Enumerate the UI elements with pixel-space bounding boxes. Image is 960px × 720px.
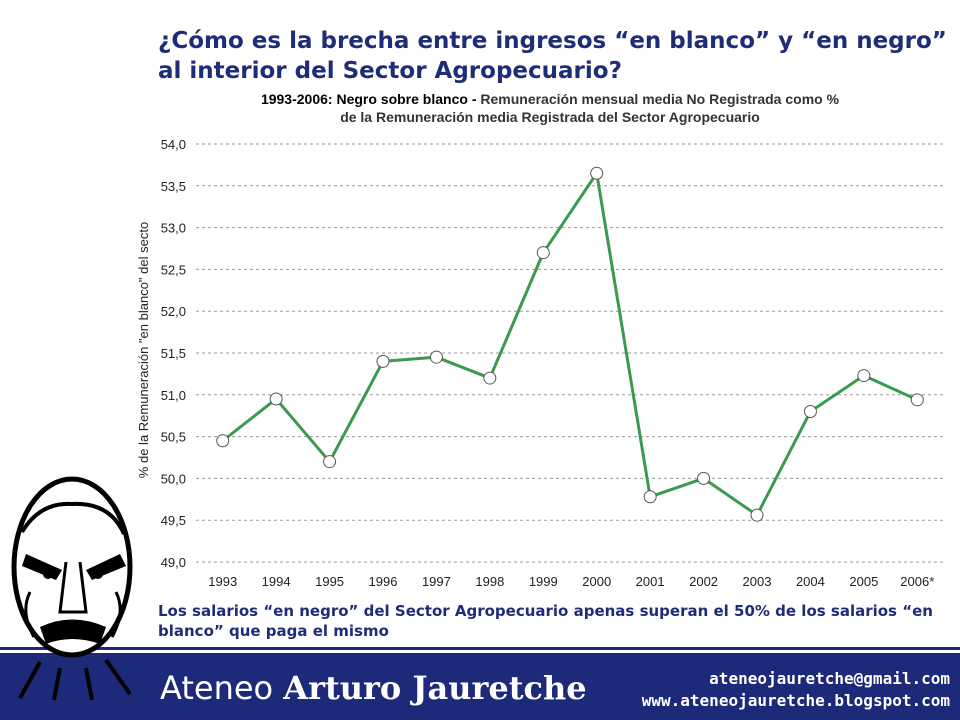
y-tick-labels: 49,0 49,5 50,0 50,5 51,0 51,5 52,0 52,5 53,0 53,5… [161, 137, 186, 570]
y-tick-label: 51,5 [161, 346, 186, 361]
y-tick-label: 53,0 [161, 221, 186, 236]
series-line [221, 171, 918, 517]
x-tick-labels: 1993 1994 1995 1996 1997 1998 1999 2000 2001 2002… [208, 574, 934, 589]
data-point [910, 393, 924, 407]
data-point [216, 434, 230, 448]
y-tick-label: 50,0 [161, 471, 186, 486]
contact-email[interactable]: ateneojauretche@gmail.com [709, 669, 950, 688]
x-tick-label: 1996 [369, 574, 398, 589]
y-tick-label: 49,5 [161, 513, 186, 528]
y-tick-label: 49,0 [161, 555, 186, 570]
y-tick-label: 51,0 [161, 388, 186, 403]
x-tick-label: 2000 [582, 574, 611, 589]
x-tick-label: 1995 [315, 574, 344, 589]
data-point [376, 354, 390, 368]
footer-bar [0, 653, 960, 720]
slide-title: ¿Cómo es la brecha entre ingresos “en bl… [158, 28, 947, 84]
data-point [323, 455, 337, 469]
x-tick-label: 2005 [849, 574, 878, 589]
data-point [269, 392, 283, 406]
data-point [803, 405, 817, 419]
brand-logo-text: Ateneo Arturo Jauretche [160, 668, 587, 708]
x-tick-label: 1997 [422, 574, 451, 589]
y-tick-label: 52,5 [161, 262, 186, 277]
y-tick-label: 50,5 [161, 430, 186, 445]
chart-title-bold: 1993-2006: Negro sobre blanco - [260, 91, 481, 107]
brand-name: Arturo Jauretche [283, 669, 587, 707]
x-tick-label: 1998 [475, 574, 504, 589]
data-point [697, 471, 711, 485]
x-tick-label: 2006* [900, 574, 934, 589]
brand-word-ateneo: Ateneo [160, 669, 284, 707]
data-point [590, 166, 604, 180]
y-tick-label: 54,0 [161, 137, 186, 152]
x-tick-label: 2003 [743, 574, 772, 589]
series-layer [216, 166, 924, 522]
x-tick-label: 1994 [262, 574, 291, 589]
data-point [750, 508, 764, 522]
x-tick-label: 2002 [689, 574, 718, 589]
x-tick-label: 1993 [208, 574, 237, 589]
data-point [483, 371, 497, 385]
data-point [536, 246, 550, 260]
y-axis-label: % de la Remuneración "en blanco" del sec… [136, 222, 151, 478]
contact-block: ateneojauretche@gmail.com www.ateneojaur… [642, 668, 950, 712]
chart-title-line1: Remuneración mensual media No Registrada… [480, 91, 840, 107]
footer-stripe [0, 647, 960, 650]
contact-website[interactable]: www.ateneojauretche.blogspot.com [641, 691, 950, 710]
data-point [429, 350, 443, 364]
x-tick-label: 2001 [636, 574, 665, 589]
jauretche-caricature-icon [11, 476, 133, 701]
data-point [857, 369, 871, 383]
y-tick-label: 52,0 [161, 304, 186, 319]
chart-title: 1993-2006: Negro sobre blanco - Remunera… [160, 90, 940, 126]
data-point [643, 490, 657, 504]
grid-layer [196, 143, 944, 563]
chart-title-line2: de la Remuneración media Registrada del … [340, 109, 760, 125]
y-tick-label: 53,5 [161, 179, 186, 194]
x-tick-label: 1999 [529, 574, 558, 589]
x-tick-label: 2004 [796, 574, 825, 589]
slide-caption: Los salarios “en negro” del Sector Agrop… [158, 602, 933, 640]
